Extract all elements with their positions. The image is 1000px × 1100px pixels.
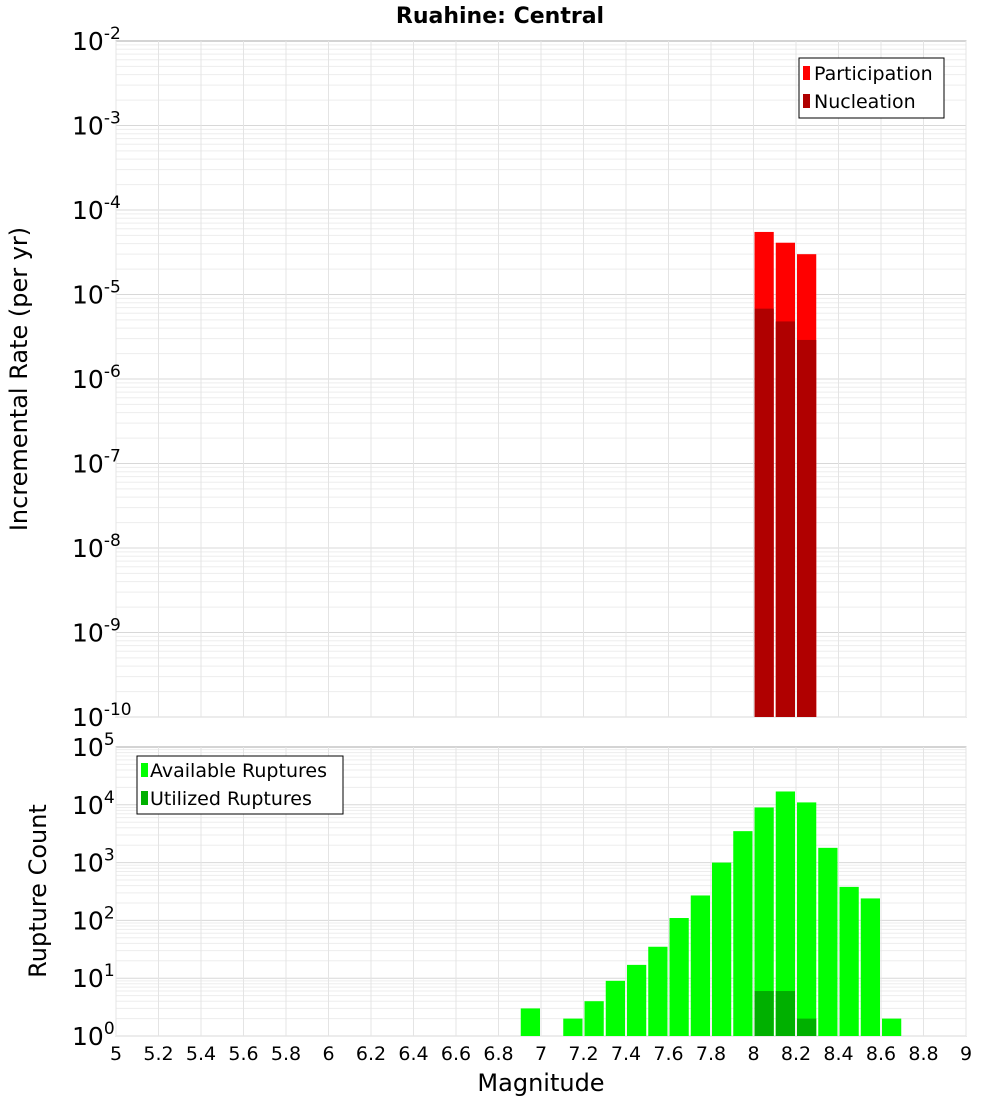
top-legend: Participation Nucleation [798, 57, 945, 119]
bar-available-ruptures [648, 946, 668, 1036]
x-tick-label: 7.4 [611, 1043, 641, 1065]
x-tick-label: 5.8 [271, 1043, 301, 1065]
bar-available-ruptures [520, 1008, 540, 1036]
legend-swatch-nucleation [803, 94, 810, 108]
bottom-y-tick-label: 103 [72, 846, 115, 878]
legend-label-participation: Participation [814, 63, 933, 85]
bar-available-ruptures [882, 1018, 902, 1036]
top-y-axis-label: Incremental Rate (per yr) [5, 227, 33, 531]
legend-swatch-utilized [141, 791, 148, 805]
bottom-legend: Available Ruptures Utilized Ruptures [136, 755, 344, 815]
legend-label-nucleation: Nucleation [814, 91, 916, 113]
top-gridlines [115, 41, 967, 718]
bar-available-ruptures [818, 847, 838, 1036]
bottom-bars [520, 791, 902, 1036]
bar-nucleation [754, 308, 774, 717]
x-tick-label: 8.8 [908, 1043, 938, 1065]
x-tick-label: 6.2 [356, 1043, 386, 1065]
x-tick-label: 9 [960, 1043, 972, 1065]
x-tick-label: 5.2 [143, 1043, 173, 1065]
bar-utilized-ruptures [754, 991, 774, 1036]
top-bars [754, 231, 817, 718]
bar-available-ruptures [669, 918, 689, 1036]
x-tick-label: 6.8 [483, 1043, 513, 1065]
bar-available-ruptures [690, 895, 710, 1036]
bar-available-ruptures [712, 862, 732, 1036]
top-y-tick-label: 10-4 [72, 193, 121, 225]
x-tick-label: 6 [322, 1043, 334, 1065]
top-y-tick-label: 10-8 [72, 531, 121, 563]
x-tick-label: 5.6 [228, 1043, 258, 1065]
chart-title: Ruahine: Central [396, 4, 604, 29]
bar-utilized-ruptures [797, 1018, 817, 1036]
x-tick-label: 7 [535, 1043, 547, 1065]
top-y-tick-label: 10-10 [72, 700, 132, 732]
bar-available-ruptures [733, 831, 753, 1036]
top-y-tick-label: 10-2 [72, 24, 121, 56]
bar-available-ruptures [563, 1018, 583, 1036]
x-tick-label: 7.2 [568, 1043, 598, 1065]
bar-nucleation [797, 339, 817, 717]
bottom-y-tick-label: 102 [72, 903, 115, 935]
bar-available-ruptures [797, 802, 817, 1036]
bottom-legend-box [136, 755, 344, 815]
top-y-tick-label: 10-6 [72, 362, 121, 394]
bar-available-ruptures [839, 886, 859, 1036]
top-legend-box [798, 57, 945, 119]
bar-available-ruptures [584, 1001, 604, 1036]
x-tick-labels: 5 5.2 5.4 5.6 5.8 6 6.2 6.4 6.6 6.8 7 7.2 7.4 7.6 7.8 8… [110, 1043, 972, 1065]
bottom-y-tick-label: 104 [72, 788, 115, 820]
top-y-tick-label: 10-5 [72, 278, 121, 310]
x-tick-label: 5.4 [186, 1043, 216, 1065]
top-y-tick-label: 10-9 [72, 616, 121, 648]
bar-utilized-ruptures [775, 991, 795, 1036]
x-tick-label: 8.6 [866, 1043, 896, 1065]
x-tick-label: 8.4 [823, 1043, 853, 1065]
x-tick-label: 5 [110, 1043, 122, 1065]
x-tick-label: 8.2 [781, 1043, 811, 1065]
top-panel: 10-2 10-3 10-4 10-5 10-6 10-7 10-8 10-9 10-10 In… [5, 24, 967, 732]
top-y-tick-labels: 10-2 10-3 10-4 10-5 10-6 10-7 10-8 10-9 10-10 [72, 24, 132, 732]
bar-nucleation [775, 321, 795, 717]
legend-label-available: Available Ruptures [150, 760, 327, 782]
x-axis-label: Magnitude [477, 1069, 604, 1097]
legend-swatch-available [141, 763, 148, 777]
bar-available-ruptures [754, 807, 774, 1036]
top-y-tick-label: 10-7 [72, 447, 121, 479]
bottom-panel: 100 101 102 103 104 105 5 5.2 5.4 5.6 5.8 6 6.2 6.4 6… [24, 730, 972, 1097]
bottom-y-tick-label: 100 [72, 1019, 115, 1051]
bar-available-ruptures [860, 898, 880, 1036]
bottom-y-tick-label: 105 [72, 730, 115, 762]
bottom-y-axis-label: Rupture Count [24, 804, 52, 978]
legend-label-utilized: Utilized Ruptures [150, 788, 312, 810]
x-tick-label: 7.6 [653, 1043, 683, 1065]
legend-swatch-participation [803, 66, 810, 80]
top-y-tick-label: 10-3 [72, 109, 121, 141]
x-tick-label: 6.6 [441, 1043, 471, 1065]
bar-available-ruptures [605, 980, 625, 1036]
bar-available-ruptures [775, 791, 795, 1036]
bar-available-ruptures [627, 964, 647, 1036]
x-tick-label: 7.8 [696, 1043, 726, 1065]
bottom-y-tick-labels: 100 101 102 103 104 105 [72, 730, 115, 1051]
x-tick-label: 8 [747, 1043, 759, 1065]
x-tick-label: 6.4 [398, 1043, 428, 1065]
bottom-y-tick-label: 101 [72, 961, 115, 993]
